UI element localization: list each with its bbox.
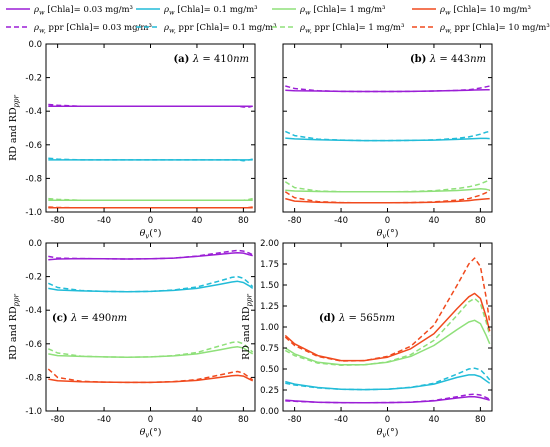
y-tick-label: 0.0 <box>28 239 42 249</box>
series-line-1 <box>48 249 254 260</box>
x-tick-label: 40 <box>192 216 203 226</box>
y-tick-label: -0.2 <box>25 273 42 283</box>
x-tick-label: -40 <box>97 216 111 226</box>
series-line-7 <box>48 206 253 209</box>
y-tick-label: 1.75 <box>260 260 279 270</box>
series-line-4 <box>284 319 491 366</box>
legend: ρw [Chla]= 0.03 mg/m³ ρw [Chla]= 0.1 mg/m… <box>6 5 550 35</box>
y-tick-label: 2.00 <box>260 239 279 249</box>
series-group <box>284 85 491 204</box>
plot-frame <box>45 242 256 412</box>
y-tick-label: 0.25 <box>260 386 279 396</box>
plot-frame <box>45 43 256 213</box>
x-tick-label: -40 <box>97 415 111 425</box>
y-tick-label: -0.8 <box>25 373 42 383</box>
x-tick-label: -40 <box>334 216 348 226</box>
x-axis-label: θv(°) <box>377 228 399 241</box>
x-tick-label: 0 <box>148 216 153 226</box>
series-line-3 <box>285 367 491 391</box>
x-tick-label: 0 <box>148 415 153 425</box>
x-tick-label: -80 <box>51 216 65 226</box>
y-tick-label: -0.6 <box>25 141 42 151</box>
x-axis-label: θv(°) <box>377 427 399 440</box>
y-tick-label: 1.50 <box>260 281 279 291</box>
panel-title: (b) λ = 443nm <box>410 54 486 65</box>
x-tick-label: 80 <box>475 415 486 425</box>
y-tick-label: 0.0 <box>28 40 42 50</box>
x-tick-label: -80 <box>288 415 302 425</box>
panel-a-410nm: -80 -40 0 40 80 0.0 -0.2 -0.4 -0.6 -0.8 -1.0 θv(°) R… <box>8 40 256 241</box>
series-line-7 <box>284 189 491 204</box>
y-tick-label: 1.25 <box>260 302 279 312</box>
x-axis-label: θv(°) <box>140 228 162 241</box>
series-line-7 <box>284 257 491 362</box>
series-line-1 <box>285 85 490 93</box>
x-tick-label: 0 <box>385 216 390 226</box>
series-line-6 <box>284 292 491 362</box>
legend-label: ρw [Chla]= 1 mg/m³ <box>299 5 385 17</box>
y-tick-label: 0.75 <box>260 344 279 354</box>
series-line-3 <box>284 130 490 142</box>
x-tick-label: -80 <box>51 415 65 425</box>
series-group <box>48 103 253 209</box>
series-line-1 <box>48 103 253 108</box>
series-line-2 <box>48 280 254 293</box>
plot-frame <box>282 43 493 213</box>
x-tick-label: -80 <box>288 216 302 226</box>
panel-title: (c) λ = 490nm <box>52 313 127 324</box>
x-tick-label: 80 <box>238 415 249 425</box>
legend-label: ρw, ppr [Chla]= 10 mg/m³ <box>439 23 550 35</box>
series-line-3 <box>48 157 253 162</box>
series-line-7 <box>47 368 254 384</box>
series-line-5 <box>284 179 490 193</box>
series-line-4 <box>48 346 254 358</box>
panel-title: (d) λ = 565nm <box>319 313 395 324</box>
y-tick-label: -0.8 <box>25 174 42 184</box>
legend-label: ρw, ppr [Chla]= 1 mg/m³ <box>299 23 404 35</box>
x-tick-label: 40 <box>192 415 203 425</box>
legend-label: ρw, ppr [Chla]= 0.03 mg/m³ <box>33 23 152 35</box>
series-line-2 <box>285 137 490 142</box>
panel-b-443nm: -80 -40 0 40 80 θv(°) (b) λ = 443nm <box>282 43 493 241</box>
series-line-0 <box>285 395 490 404</box>
y-axis-label: RD and RDppr <box>8 94 21 160</box>
x-tick-label: 80 <box>238 216 249 226</box>
panel-d-565nm: -80 -40 0 40 80 0.00 0.25 0.50 0.75 1.00 1.25 1.50 1… <box>241 239 493 440</box>
series-line-0 <box>48 251 253 261</box>
series-line-3 <box>47 275 254 293</box>
x-axis-label: θv(°) <box>140 427 162 440</box>
series-line-2 <box>285 374 491 391</box>
legend-label: ρw [Chla]= 10 mg/m³ <box>439 5 531 17</box>
y-axis-label: RD and RDppr <box>8 293 21 359</box>
series-line-5 <box>47 341 254 358</box>
y-tick-label: 1.00 <box>260 323 279 333</box>
x-tick-label: 0 <box>385 415 390 425</box>
y-tick-label: 0.50 <box>260 365 279 375</box>
y-tick-label: -1.0 <box>25 208 42 218</box>
x-tick-label: -40 <box>334 415 348 425</box>
legend-label: ρw [Chla]= 0.03 mg/m³ <box>33 5 133 17</box>
panel-title: (a) λ = 410nm <box>173 54 249 65</box>
y-axis-label: RD and RDppr <box>241 293 254 359</box>
legend-label: ρw, ppr [Chla]= 0.1 mg/m³ <box>163 23 276 35</box>
series-line-5 <box>48 197 253 201</box>
x-tick-label: 40 <box>429 216 440 226</box>
y-tick-label: -0.4 <box>25 306 42 316</box>
x-tick-label: 40 <box>429 415 440 425</box>
series-line-0 <box>285 88 490 93</box>
series-line-1 <box>285 393 491 404</box>
y-tick-label: -0.2 <box>25 74 42 84</box>
legend-label: ρw [Chla]= 0.1 mg/m³ <box>163 5 258 17</box>
x-tick-label: 80 <box>475 216 486 226</box>
y-tick-label: -1.0 <box>25 407 42 417</box>
series-group <box>284 257 491 404</box>
panel-c-490nm: -80 -40 0 40 80 0.0 -0.2 -0.4 -0.6 -0.8 -1.0 θv(°) R… <box>8 239 256 440</box>
series-group <box>47 249 254 384</box>
y-tick-label: -0.4 <box>25 107 42 117</box>
y-tick-label: -0.6 <box>25 340 42 350</box>
y-tick-label: 0.00 <box>260 407 279 417</box>
